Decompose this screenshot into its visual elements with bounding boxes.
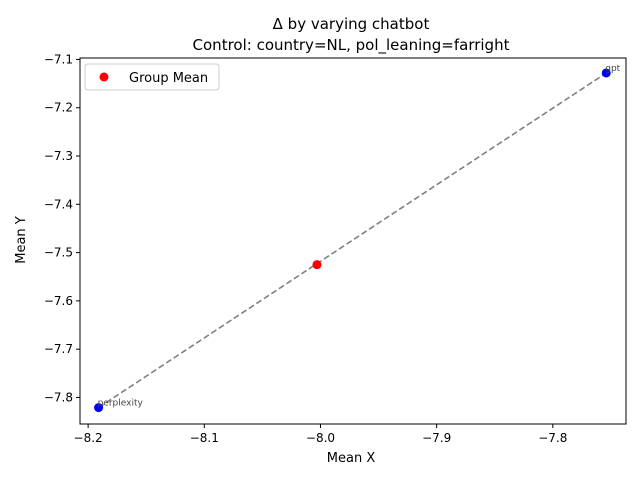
- y-tick-label: −7.3: [44, 149, 73, 163]
- y-tick-label: −7.2: [44, 101, 73, 115]
- y-tick-label: −7.6: [44, 294, 73, 308]
- x-tick-label: −8.0: [306, 431, 335, 445]
- legend-label-group-mean: Group Mean: [129, 71, 208, 86]
- connector-line: [98, 72, 607, 409]
- y-axis-label: Mean Y: [14, 216, 29, 264]
- x-tick-label: −7.9: [422, 431, 451, 445]
- y-tick-label: −7.4: [44, 197, 73, 211]
- legend: Group Mean: [84, 63, 220, 91]
- x-tick-label: −8.1: [190, 431, 219, 445]
- plot-area: perplexity gpt: [94, 64, 621, 413]
- axes: −8.2 −8.1 −8.0 −7.9 −7.8 −7.8 −7.7 −7.6 −7.5 −7.4…: [44, 52, 627, 445]
- point-label-gpt: gpt: [605, 64, 620, 74]
- y-tick-label: −7.1: [44, 52, 73, 66]
- x-tick-label: −7.8: [538, 431, 567, 445]
- y-tick-label: −7.7: [44, 342, 73, 356]
- x-axis-label: Mean X: [327, 451, 376, 466]
- y-tick-label: −7.8: [44, 390, 73, 404]
- data-point-perplexity: [94, 403, 104, 413]
- axes-frame: [79, 57, 627, 425]
- data-point-gpt: [601, 68, 611, 78]
- group-mean-point: [312, 260, 322, 270]
- chart-title: Δ by varying chatbot: [273, 15, 430, 33]
- chart-subtitle: Control: country=NL, pol_leaning=farrigh…: [193, 36, 510, 55]
- legend-box: [84, 63, 220, 91]
- x-tick-label: −8.2: [74, 431, 103, 445]
- point-label-perplexity: perplexity: [98, 399, 144, 409]
- y-tick-label: −7.5: [44, 246, 73, 260]
- legend-marker-group-mean: [99, 72, 109, 82]
